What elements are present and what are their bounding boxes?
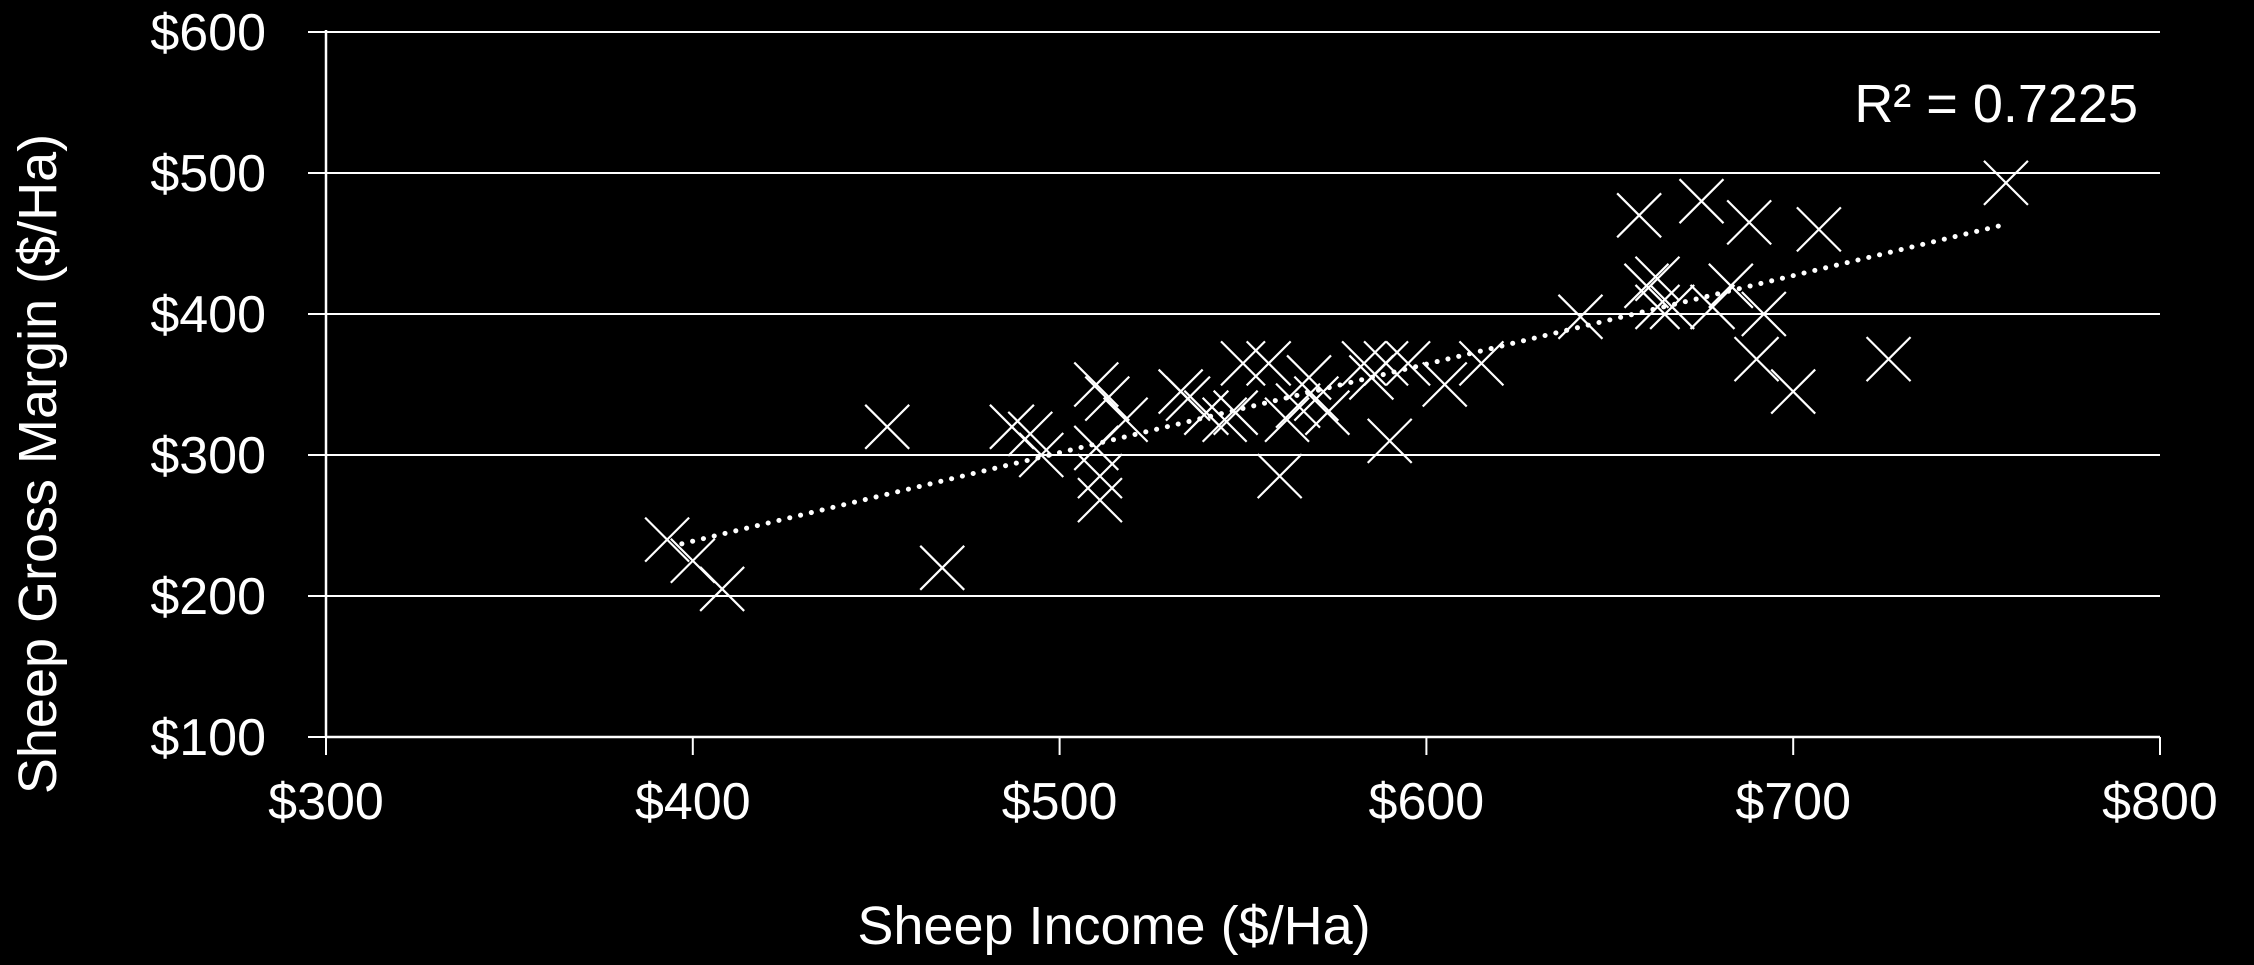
y-tick-label: $100 <box>150 709 266 767</box>
data-point <box>1073 361 1120 408</box>
data-point <box>1077 453 1123 499</box>
x-tick-label: $700 <box>1735 773 1851 831</box>
data-point <box>1616 192 1662 239</box>
y-tick-label: $300 <box>150 427 266 485</box>
x-tick-label: $600 <box>1369 773 1485 831</box>
axes <box>308 30 2161 755</box>
data-point <box>1796 206 1842 253</box>
data-point <box>1689 284 1736 330</box>
data-point <box>1865 336 1912 382</box>
data-point <box>1770 368 1816 415</box>
tick-labels: $100 $200 $300 $400 $500 $600 $300 $400 $500 $600… <box>150 4 2218 831</box>
data-point <box>1341 340 1387 387</box>
r-squared-annotation: R² = 0.7225 <box>1854 74 2138 134</box>
x-tick-label: $300 <box>268 773 384 831</box>
data-point <box>1733 336 1780 382</box>
data-point <box>1304 389 1351 436</box>
data-point <box>1102 396 1149 443</box>
data-point <box>1363 340 1409 387</box>
data-point <box>1557 294 1604 340</box>
data-point <box>1458 340 1505 387</box>
y-axis-label: Sheep Gross Margin ($/Ha) <box>8 134 68 794</box>
x-tick-label: $500 <box>1002 773 1118 831</box>
x-tick-label: $800 <box>2102 773 2218 831</box>
data-point <box>1256 453 1303 499</box>
data-point <box>1741 291 1787 337</box>
data-point <box>699 566 745 612</box>
data-point <box>1366 418 1413 464</box>
data-point <box>1708 263 1754 309</box>
x-tick-label: $400 <box>635 773 751 831</box>
data-point <box>1678 178 1725 224</box>
data-point <box>1385 340 1431 387</box>
data-point <box>1264 396 1310 443</box>
data-point <box>864 404 910 450</box>
gridlines <box>326 31 2160 597</box>
data-point <box>1623 263 1670 309</box>
data-point <box>1983 160 2029 206</box>
y-tick-label: $200 <box>150 568 266 626</box>
data-point <box>1201 396 1248 443</box>
y-tick-label: $400 <box>150 286 266 344</box>
data-point <box>919 545 966 591</box>
data-point <box>1084 375 1131 422</box>
data-point <box>1649 284 1695 330</box>
data-point <box>1275 382 1321 429</box>
data-point <box>1007 411 1054 457</box>
data-point <box>1421 361 1468 408</box>
data-point <box>1212 389 1259 436</box>
x-axis-label: Sheep Income ($/Ha) <box>857 896 1370 956</box>
data-point <box>1726 199 1772 246</box>
data-point <box>1165 375 1211 422</box>
y-tick-label: $600 <box>150 4 266 62</box>
data-point <box>1220 340 1266 387</box>
data-point <box>1293 375 1340 422</box>
y-tick-label: $500 <box>150 145 266 203</box>
data-point <box>1634 284 1681 330</box>
data-point <box>1018 432 1065 478</box>
data-points <box>644 160 2029 612</box>
data-point <box>1077 477 1123 523</box>
data-point <box>1245 340 1292 387</box>
data-point <box>644 516 690 563</box>
